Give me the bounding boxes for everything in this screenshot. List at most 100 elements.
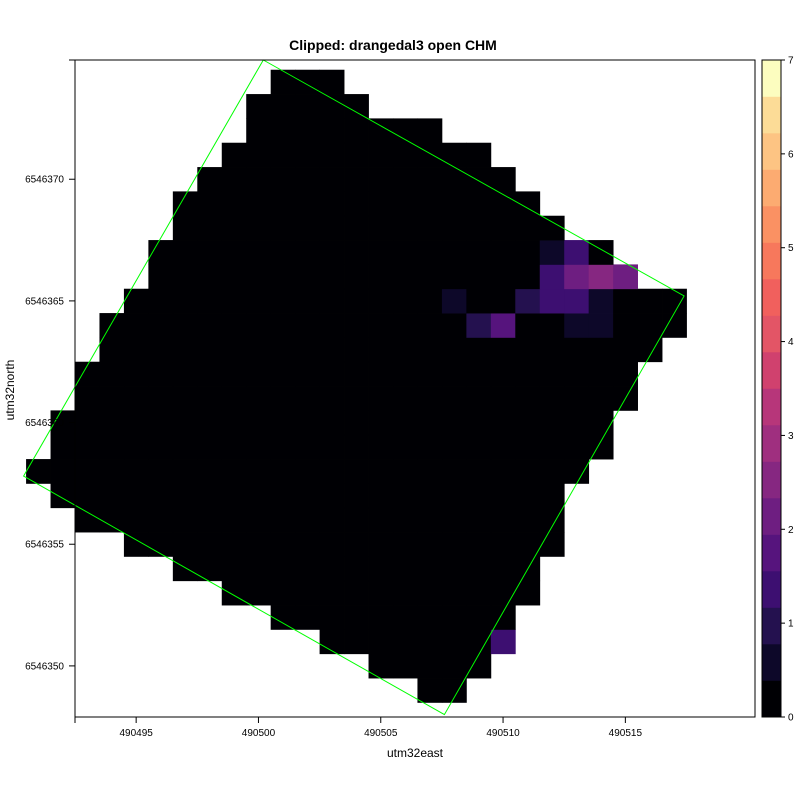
raster-cell (319, 361, 345, 387)
raster-cell (99, 459, 125, 484)
colorbar-segment (762, 571, 781, 608)
raster-cell (417, 191, 443, 217)
raster-cell (246, 288, 272, 314)
raster-cell (515, 459, 541, 484)
raster-cell (270, 459, 296, 484)
raster-cell (344, 605, 369, 630)
raster-cell (417, 678, 443, 703)
raster-cell (392, 653, 418, 679)
raster-cell (466, 313, 492, 338)
raster-cell (392, 142, 418, 168)
raster-cell (662, 288, 687, 314)
raster-cell (148, 459, 174, 484)
raster-cell (295, 361, 320, 387)
raster-cell (344, 580, 369, 606)
raster-cell (221, 313, 247, 338)
raster-cell (99, 410, 125, 436)
raster-cell (368, 507, 394, 533)
raster-cell (539, 386, 565, 411)
raster-cell (441, 653, 467, 679)
raster-cell (246, 410, 272, 436)
raster-cell (392, 410, 418, 436)
raster-cell (295, 167, 320, 192)
colorbar-segment (762, 425, 781, 462)
raster-cell (588, 337, 614, 363)
raster-cell (368, 337, 394, 363)
raster-cell (368, 434, 394, 460)
raster-cell (564, 240, 590, 265)
raster-cell (368, 361, 394, 387)
colorbar-segment (762, 315, 781, 353)
raster-cell (99, 313, 125, 338)
raster-cell (564, 434, 590, 460)
raster-cell (564, 264, 590, 290)
raster-cell (441, 629, 467, 655)
raster-cell (270, 386, 296, 411)
raster-cell (515, 288, 541, 314)
raster-cell (344, 142, 369, 168)
colorbar: 0 1 2 3 4 5 6 7 (761, 56, 794, 724)
raster-cell (172, 556, 198, 582)
y-tick-label: 6546360 (25, 418, 64, 429)
raster-cell (246, 532, 272, 557)
colorbar-segment (762, 60, 781, 97)
raster-cell (490, 580, 516, 606)
raster-cell (490, 434, 516, 460)
raster-cell (221, 142, 247, 168)
colorbar-segment (762, 352, 781, 389)
raster-cell (441, 313, 467, 338)
raster-cell (246, 215, 272, 241)
raster-cell (344, 167, 369, 192)
raster-cell (148, 386, 174, 411)
raster-cell (515, 507, 541, 533)
raster-cell (319, 313, 345, 338)
raster-cell (319, 580, 345, 606)
raster-cell (344, 288, 369, 314)
raster-cell (466, 167, 492, 192)
raster-cell (392, 556, 418, 582)
raster-cell (392, 337, 418, 363)
raster-cell (295, 94, 320, 119)
colorbar-segment (762, 206, 781, 243)
raster-cell (221, 483, 247, 509)
raster-cell (417, 580, 443, 606)
raster-cell (319, 605, 345, 630)
raster-cell (515, 386, 541, 411)
raster-cell (123, 410, 149, 436)
raster-cell (344, 629, 369, 655)
y-axis: 6546350 6546355 6546360 6546365 6546370 (25, 59, 75, 672)
y-axis-label: utm32north (3, 360, 17, 421)
raster-cell (417, 459, 443, 484)
raster-cell (221, 167, 247, 192)
raster-cell (148, 507, 174, 533)
x-tick-label: 490500 (242, 728, 276, 739)
raster-cell (441, 483, 467, 509)
raster-cell (246, 434, 272, 460)
raster-cell (466, 264, 492, 290)
colorbar-segment (762, 133, 781, 170)
raster-cell (197, 288, 223, 314)
raster-cell (148, 361, 174, 387)
raster-cell (417, 288, 443, 314)
raster-cell (221, 556, 247, 582)
raster-cell (319, 94, 345, 119)
colorbar-tick-label: 7 (788, 56, 794, 67)
raster-cell (441, 191, 467, 217)
raster-cell (221, 240, 247, 265)
raster-cell (295, 459, 320, 484)
raster-cell (613, 361, 638, 387)
raster-cell (246, 459, 272, 484)
raster-cell (197, 167, 223, 192)
raster-cell (295, 580, 320, 606)
raster-cell (588, 313, 614, 338)
raster-cell (441, 459, 467, 484)
raster-cell (75, 410, 100, 436)
raster-cell (441, 532, 467, 557)
raster-cell (319, 532, 345, 557)
raster-cell (172, 264, 198, 290)
raster-cell (368, 215, 394, 241)
raster-cell (368, 386, 394, 411)
raster-cell (588, 361, 614, 387)
x-tick-label: 490495 (119, 728, 153, 739)
raster-cell (490, 556, 516, 582)
